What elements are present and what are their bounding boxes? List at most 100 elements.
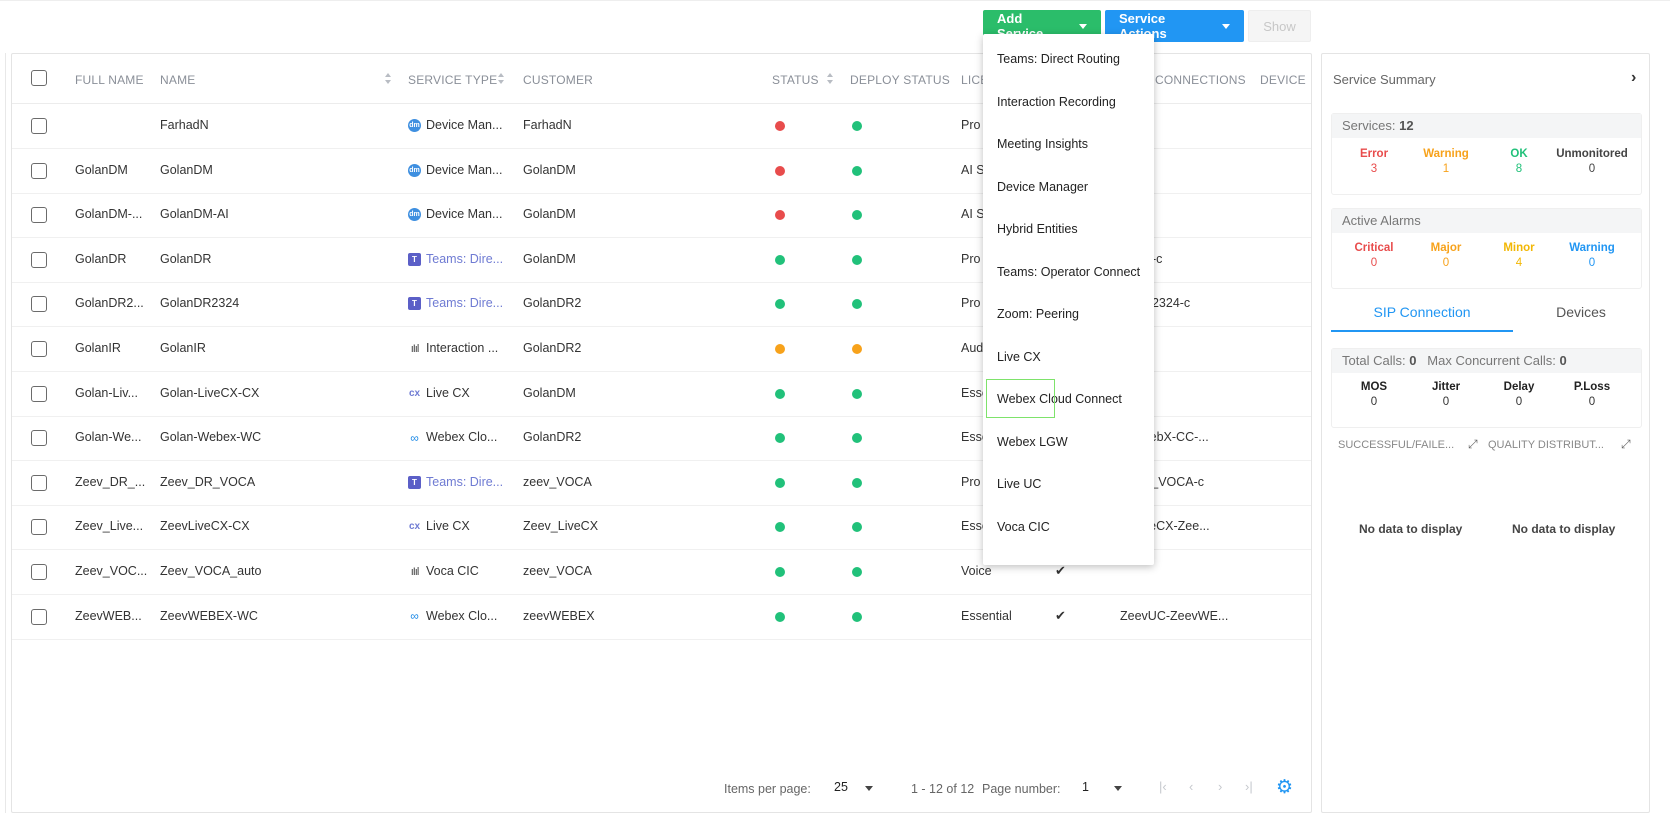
cell-name: GolanDR <box>160 251 212 266</box>
header-connections[interactable]: CONNECTIONS <box>1155 73 1246 87</box>
caret-down-icon <box>1079 23 1087 29</box>
stat-value: 0 <box>1588 396 1596 408</box>
row-checkbox[interactable] <box>31 608 47 625</box>
webex-icon: ∞ <box>410 609 419 624</box>
page-number-caret-icon[interactable] <box>1114 786 1122 791</box>
next-page-icon[interactable]: › <box>1218 779 1223 794</box>
items-per-page-select[interactable]: 25 <box>834 780 848 794</box>
chevron-right-icon[interactable]: › <box>1631 69 1637 86</box>
total-calls-label: Total Calls: <box>1342 353 1406 368</box>
cell-license: Pro <box>961 118 981 132</box>
header-status[interactable]: STATUS <box>772 73 819 87</box>
stat-label: Delay <box>1503 381 1535 393</box>
table-row[interactable]: GolanDM-... GolanDM-AI dm Device Man... … <box>12 193 1311 239</box>
deploy-status-dot <box>852 433 862 444</box>
row-checkbox[interactable] <box>31 564 47 580</box>
row-checkbox[interactable] <box>31 207 47 224</box>
header-name[interactable]: NAME <box>160 73 196 87</box>
menu-item-webex-cloud-connect[interactable]: Webex Cloud Connect <box>997 392 1122 406</box>
show-button[interactable]: Show <box>1248 10 1311 42</box>
cell-customer: FarhadN <box>523 118 572 132</box>
stat-value: 8 <box>1515 163 1523 175</box>
cell-name: GolanDM <box>160 162 213 177</box>
tab-sip-connection[interactable]: SIP Connection <box>1373 304 1471 320</box>
menu-item-webex-lgw[interactable]: Webex LGW <box>997 434 1068 449</box>
cell-service-type[interactable]: Teams: Dire... <box>426 296 504 311</box>
items-per-page-caret-icon[interactable] <box>865 786 873 791</box>
row-checkbox[interactable] <box>31 519 47 536</box>
menu-item-interaction-recording[interactable]: Interaction Recording <box>997 94 1116 109</box>
teams-icon: T <box>408 252 421 266</box>
stat-warning: Warning 1 <box>1406 148 1486 175</box>
header-license[interactable]: LICE <box>961 73 989 87</box>
cell-service-type[interactable]: Teams: Dire... <box>426 474 504 489</box>
stat-delay: Delay 0 <box>1479 381 1559 408</box>
cell-full-name: GolanIR <box>75 341 121 355</box>
row-checkbox[interactable] <box>31 251 47 268</box>
menu-item-voca-cic[interactable]: Voca CIC <box>997 519 1050 534</box>
sort-status-icon[interactable] <box>827 73 834 85</box>
deploy-status-dot <box>852 477 862 488</box>
gear-icon[interactable]: ⚙ <box>1276 777 1294 798</box>
header-service-type[interactable]: SERVICE TYPE <box>408 73 498 87</box>
first-page-icon[interactable]: |‹ <box>1159 779 1167 794</box>
table-row[interactable]: ZeevWEB... ZeevWEBEX-WC ∞ Webex Clo... z… <box>12 595 1311 640</box>
services-head: Services: 12 <box>1332 114 1641 138</box>
menu-item-teams-direct-routing[interactable]: Teams: Direct Routing <box>997 52 1120 66</box>
row-checkbox[interactable] <box>31 474 47 491</box>
table-row[interactable]: Zeev_DR_... Zeev_DR_VOCA T Teams: Dire..… <box>12 461 1311 506</box>
sort-name-icon[interactable] <box>385 73 392 85</box>
stat-label: Minor <box>1503 242 1535 254</box>
expand-icon[interactable]: ⤢ <box>1621 437 1631 451</box>
cell-customer: GolanDM <box>523 251 576 266</box>
table-row[interactable]: GolanIR GolanIR ıIıl Interaction ... Gol… <box>12 327 1311 372</box>
row-checkbox[interactable] <box>31 385 47 402</box>
menu-item-device-manager[interactable]: Device Manager <box>997 179 1089 194</box>
cell-service-type: Device Man... <box>426 207 503 222</box>
summary-tabs: SIP Connection Devices <box>1331 304 1642 334</box>
table-row[interactable]: Golan-Liv... Golan-LiveCX-CX cx Live CX … <box>12 372 1311 417</box>
cell-full-name: Zeev_VOC... <box>75 564 148 578</box>
cell-license: AI S <box>961 162 985 177</box>
services-label: Services: <box>1342 118 1396 133</box>
row-checkbox[interactable] <box>31 118 47 134</box>
row-checkbox[interactable] <box>31 430 47 447</box>
table-row[interactable]: GolanDM GolanDM dm Device Man... GolanDM… <box>12 149 1311 194</box>
menu-item-live-cx[interactable]: Live CX <box>997 349 1041 364</box>
header-customer[interactable]: CUSTOMER <box>523 73 594 87</box>
deploy-status-dot <box>852 388 862 399</box>
cell-service-type[interactable]: Teams: Dire... <box>426 251 504 266</box>
menu-item-teams-operator-connect[interactable]: Teams: Operator Connect <box>997 264 1141 279</box>
sort-service-type-icon[interactable] <box>498 73 505 85</box>
menu-item-live-uc[interactable]: Live UC <box>997 477 1042 491</box>
previous-page-icon[interactable]: ‹ <box>1189 779 1194 794</box>
stat-jitter: Jitter 0 <box>1406 381 1486 408</box>
cell-service-type: Interaction ... <box>426 341 499 355</box>
header-deploy-status[interactable]: DEPLOY STATUS <box>850 73 950 87</box>
stat-major: Major 0 <box>1406 242 1486 269</box>
summary-title: Service Summary <box>1333 72 1436 87</box>
last-page-icon[interactable]: ›| <box>1245 779 1253 794</box>
menu-item-zoom-peering[interactable]: Zoom: Peering <box>997 307 1079 321</box>
row-checkbox[interactable] <box>31 341 47 357</box>
select-all-checkbox[interactable] <box>31 70 47 86</box>
cell-customer: zeev_VOCA <box>523 474 592 489</box>
cell-license: Esse <box>961 385 989 400</box>
status-dot <box>775 433 785 444</box>
table-row[interactable]: Zeev_VOC... Zeev_VOCA_auto ıIıl Voca CIC… <box>12 550 1311 595</box>
table-row[interactable]: Golan-We... Golan-Webex-WC ∞ Webex Clo..… <box>12 416 1311 462</box>
header-device[interactable]: DEVICE <box>1260 73 1306 87</box>
expand-icon[interactable]: ⤢ <box>1468 437 1478 451</box>
status-dot <box>775 477 785 488</box>
cell-full-name: GolanDM-... <box>75 207 143 222</box>
row-checkbox[interactable] <box>31 162 47 179</box>
menu-item-hybrid-entities[interactable]: Hybrid Entities <box>997 222 1078 236</box>
table-row[interactable]: FarhadN dm Device Man... FarhadN Pro <box>12 104 1311 149</box>
check-icon: ✔ <box>1055 563 1066 578</box>
tab-devices[interactable]: Devices <box>1556 304 1606 320</box>
header-full-name[interactable]: FULL NAME <box>75 73 144 87</box>
page-number-select[interactable]: 1 <box>1082 780 1089 794</box>
row-checkbox[interactable] <box>31 296 47 313</box>
cell-full-name: Zeev_Live... <box>75 519 144 534</box>
menu-item-meeting-insights[interactable]: Meeting Insights <box>997 137 1089 151</box>
